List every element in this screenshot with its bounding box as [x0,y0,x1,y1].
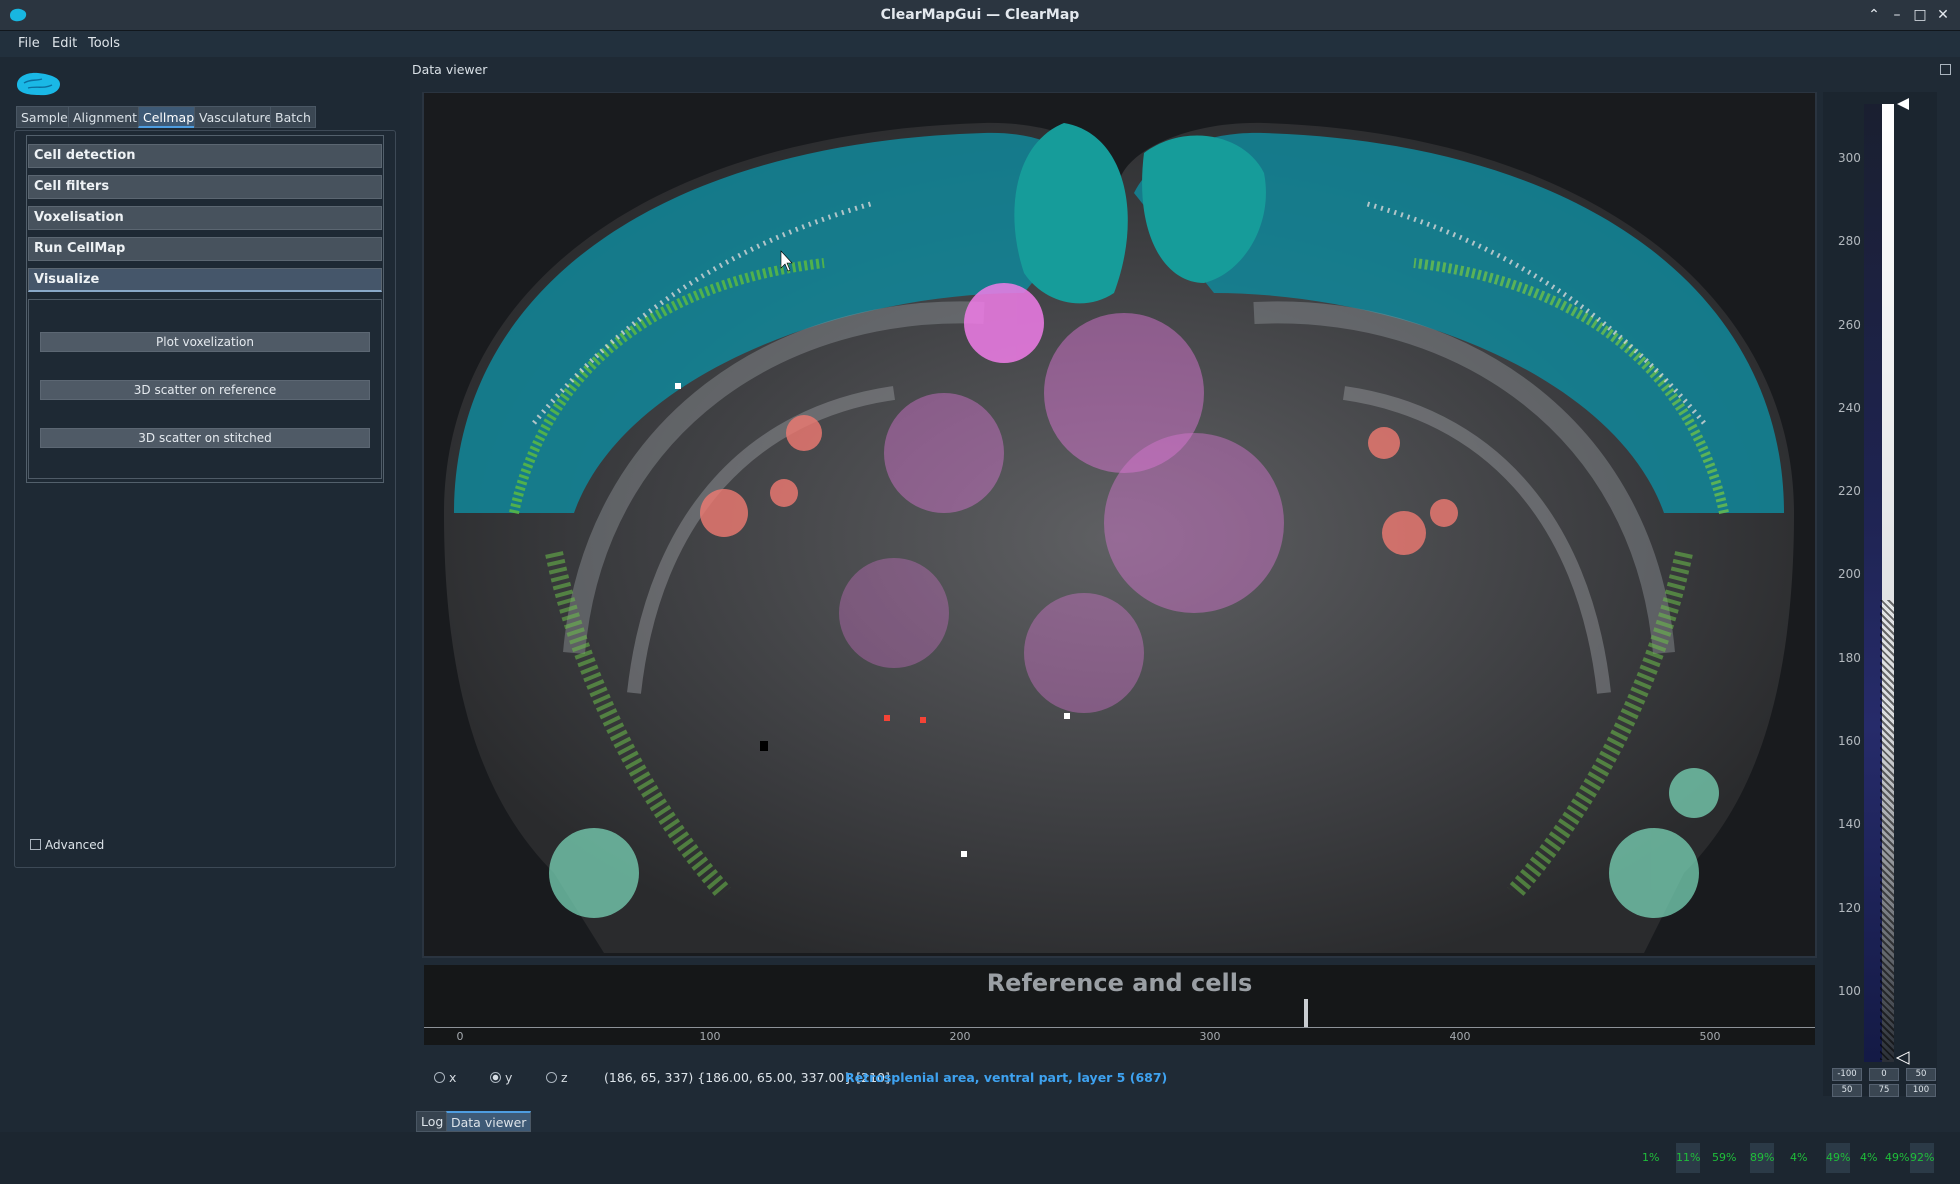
close-icon[interactable]: ✕ [1937,7,1949,23]
dock-title: Data viewer [412,62,488,77]
sections-frame [26,135,384,483]
slice-plot[interactable]: Reference and cells 0 100 200 300 400 50… [424,965,1815,1045]
resource-meter: 49% [1885,1151,1910,1164]
brain-slice-view[interactable] [424,93,1815,956]
float-icon[interactable] [1940,64,1951,75]
axis-label: x [449,1070,457,1085]
max-level-handle-icon[interactable] [1895,96,1911,112]
radio-checked-icon [490,1072,501,1083]
hist-tick: 200 [1838,567,1861,581]
section-cell-detection[interactable]: Cell detection [28,144,382,168]
section-voxelisation[interactable]: Voxelisation [28,206,382,230]
tab-log[interactable]: Log [416,1111,449,1132]
maximize-icon[interactable]: □ [1913,7,1927,23]
tab-data-viewer[interactable]: Data viewer [446,1111,532,1132]
plot-x-tick: 400 [1449,1030,1471,1043]
plot-x-tick: 300 [1199,1030,1221,1043]
clearmap-logo [17,72,60,96]
level-preset-button[interactable]: 100 [1906,1084,1936,1097]
slice-cursor[interactable] [1304,999,1308,1027]
plot-x-tick: 0 [456,1030,464,1043]
resource-meter: 11% [1676,1143,1700,1173]
menu-edit[interactable]: Edit [52,36,78,51]
resource-meter: 89% [1750,1143,1774,1173]
tab-content-frame [14,130,396,868]
resource-meter: 1% [1642,1151,1660,1164]
title-bar: ClearMapGui — ClearMap ⌃ – □ ✕ [0,0,1960,31]
plot-axis [424,1027,1815,1028]
collapse-icon[interactable]: ⌃ [1868,7,1880,23]
hist-tick: 300 [1838,151,1861,165]
plot-x-tick: 200 [949,1030,971,1043]
resource-meter: 49% [1826,1143,1850,1173]
radio-icon [546,1072,557,1083]
resource-meter: 4% [1790,1151,1808,1164]
hist-tick: 100 [1838,984,1861,998]
resource-meter: 4% [1860,1151,1878,1164]
hist-tick: 180 [1838,651,1861,665]
minimize-icon[interactable]: – [1893,7,1901,23]
menu-file[interactable]: File [18,36,40,51]
level-preset-button[interactable]: 50 [1906,1068,1936,1081]
hist-tick: 280 [1838,234,1861,248]
resource-meter: 92% [1910,1143,1934,1173]
tab-cellmap[interactable]: Cellmap [138,106,200,128]
plot-x-tick: 500 [1699,1030,1721,1043]
radio-icon [434,1072,445,1083]
menu-tools[interactable]: Tools [88,36,121,51]
region-label: Retrosplenial area, ventral part, layer … [845,1070,1168,1085]
section-cell-filters[interactable]: Cell filters [28,175,382,199]
plot-x-tick: 100 [699,1030,721,1043]
tab-sample[interactable]: Sample [16,106,73,128]
checkbox-icon [30,839,41,850]
plot-title: Reference and cells [986,969,1253,997]
advanced-checkbox[interactable]: Advanced [30,838,104,852]
advanced-label: Advanced [45,838,105,852]
scatter-stitched-button[interactable]: 3D scatter on stitched [40,428,370,448]
hist-tick: 260 [1838,318,1861,332]
left-panel [0,57,410,1132]
hist-tick: 120 [1838,901,1861,915]
brain-slice-image [444,122,1794,953]
window-title: ClearMapGui — ClearMap [880,7,1080,23]
hist-tick: 240 [1838,401,1861,415]
histogram-gradient [1864,104,1882,1062]
level-region[interactable] [1880,600,1894,1060]
visualize-panel [28,299,382,479]
level-preset-button[interactable]: 50 [1832,1084,1862,1097]
tab-batch[interactable]: Batch [270,106,316,128]
cursor-coordinates: (186, 65, 337) {186.00, 65.00, 337.00} [… [604,1070,890,1085]
menu-bar: File Edit Tools [0,31,1960,57]
axis-label: z [561,1070,568,1085]
axis-radio-y[interactable]: y [490,1070,512,1085]
level-preset-button[interactable]: -100 [1832,1068,1862,1081]
hist-tick: 140 [1838,817,1861,831]
axis-radio-z[interactable]: z [546,1070,568,1085]
status-bar [0,1132,1960,1184]
scatter-reference-button[interactable]: 3D scatter on reference [40,380,370,400]
axis-radio-x[interactable]: x [434,1070,456,1085]
tab-vasculature[interactable]: Vasculature [194,106,278,128]
level-preset-button[interactable]: 75 [1869,1084,1899,1097]
app-icon [10,8,27,22]
section-visualize[interactable]: Visualize [28,268,382,292]
section-run-cellmap[interactable]: Run CellMap [28,237,382,261]
level-preset-button[interactable]: 0 [1869,1068,1899,1081]
plot-voxelization-button[interactable]: Plot voxelization [40,332,370,352]
axis-label: y [505,1070,513,1085]
min-level-handle-icon[interactable] [1895,1050,1911,1066]
hist-tick: 160 [1838,734,1861,748]
tab-alignment[interactable]: Alignment [68,106,143,128]
hist-tick: 220 [1838,484,1861,498]
resource-meter: 59% [1712,1151,1737,1164]
